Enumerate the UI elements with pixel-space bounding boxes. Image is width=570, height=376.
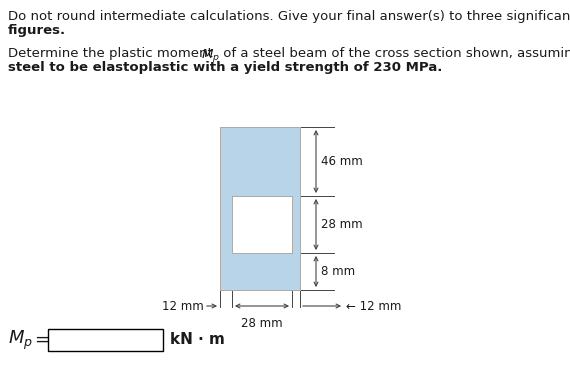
Text: $M_p$: $M_p$ <box>201 47 220 64</box>
Text: 28 mm: 28 mm <box>321 218 363 231</box>
Text: Do not round intermediate calculations. Give your final answer(s) to three signi: Do not round intermediate calculations. … <box>8 10 570 23</box>
Text: of a steel beam of the cross section shown, assuming the: of a steel beam of the cross section sho… <box>219 47 570 60</box>
Text: 8 mm: 8 mm <box>321 265 355 278</box>
Text: steel to be elastoplastic with a yield strength of 230 MPa.: steel to be elastoplastic with a yield s… <box>8 61 442 74</box>
Text: figures.: figures. <box>8 24 66 37</box>
Text: $M_p$: $M_p$ <box>8 328 33 352</box>
Text: ← 12 mm: ← 12 mm <box>346 300 401 312</box>
Text: 46 mm: 46 mm <box>321 155 363 168</box>
Text: =: = <box>34 331 49 349</box>
Bar <box>220 127 300 290</box>
Text: kN · m: kN · m <box>170 332 225 347</box>
Bar <box>48 329 163 351</box>
Text: Determine the plastic moment: Determine the plastic moment <box>8 47 217 60</box>
Text: 28 mm: 28 mm <box>241 317 283 330</box>
Bar <box>232 196 292 253</box>
Text: 12 mm: 12 mm <box>162 300 203 312</box>
